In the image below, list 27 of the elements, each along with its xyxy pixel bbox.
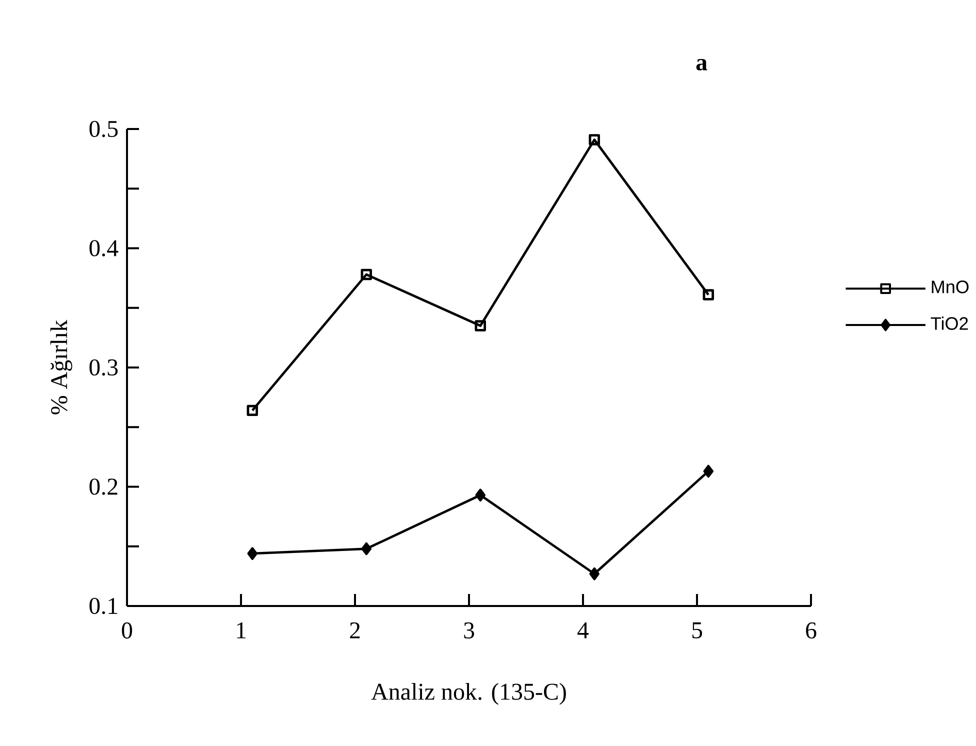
point [588, 134, 600, 146]
point [246, 404, 258, 416]
x-tick-label: 4 [577, 622, 589, 638]
y-axis-title: % Ağırlık [50, 320, 72, 414]
y-tick-label: 0.3 [90, 359, 118, 376]
point [475, 488, 486, 502]
point [702, 289, 714, 300]
x-tick-label: 1 [237, 622, 246, 638]
legend-label: MnO [932, 280, 969, 294]
y-tick-label: 0.5 [90, 120, 118, 138]
point [247, 547, 258, 560]
x-tick-label: 0 [122, 622, 132, 639]
y-tick-label: 0.2 [90, 478, 118, 495]
point [360, 268, 372, 280]
x-axis-title: Analiz nok. (135-C) [371, 682, 566, 705]
point [589, 567, 600, 580]
point [361, 542, 372, 556]
legend-label: TiO2 [930, 316, 968, 330]
point [703, 464, 714, 478]
x-tick-label: 6 [806, 622, 816, 639]
y-tick-label: 0.4 [90, 240, 118, 256]
point [474, 320, 486, 332]
x-tick-label: 3 [464, 622, 474, 639]
x-tick-label: 2 [350, 622, 360, 638]
chart-title: a [696, 58, 708, 70]
y-tick-label: 0.1 [90, 598, 118, 614]
x-tick-label: 5 [692, 622, 702, 638]
